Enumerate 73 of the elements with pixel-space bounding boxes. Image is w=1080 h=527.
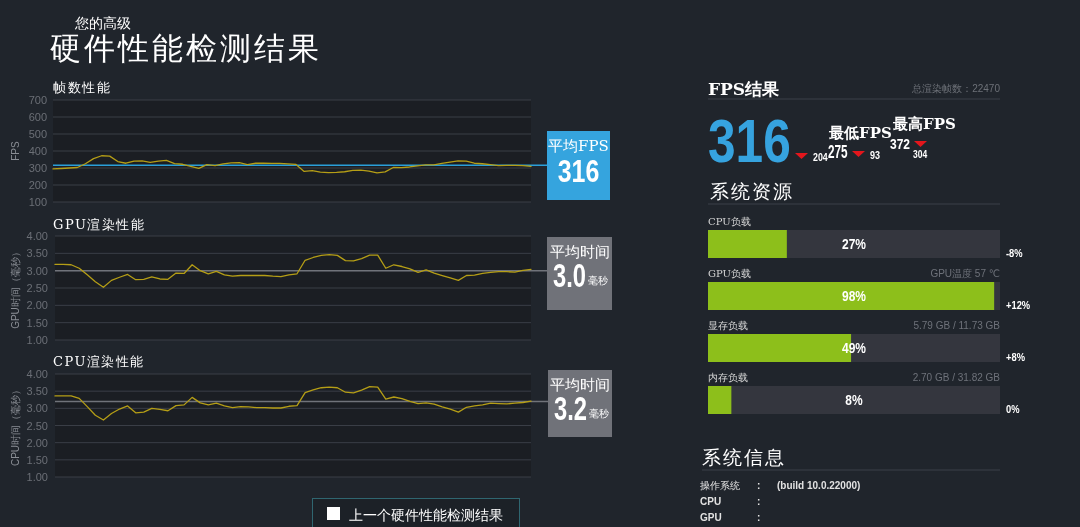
y-tick-label: 100 (28, 196, 47, 208)
y-tick-label: 1.50 (26, 316, 48, 329)
y-tick-label: 1.50 (26, 453, 48, 466)
chart-title: 帧数性能 (53, 80, 111, 95)
text: 316 (557, 153, 600, 189)
y-tick-label: 400 (28, 145, 47, 157)
y-tick-label: 300 (28, 162, 47, 174)
y-tick-label: CPU负载 (708, 216, 751, 227)
text: -8% (1006, 247, 1023, 260)
text: 上一个硬件性能检测结果 (349, 507, 503, 523)
text: CPU (700, 496, 722, 507)
text: 平均时间 (549, 243, 610, 261)
text: +12% (1006, 299, 1031, 312)
line-series (54, 386, 532, 421)
text: 275 (828, 141, 848, 162)
y-tick-label: 3.50 (26, 385, 48, 398)
y-axis-title: CPU时间（毫秒） (10, 384, 21, 467)
y-tick-label: 2.00 (26, 436, 48, 449)
text: FPS结果 (708, 79, 781, 99)
text: 您的高级 (74, 15, 131, 31)
text: 毫秒 (589, 408, 609, 419)
line-series (54, 254, 532, 288)
y-tick-label: 内存负载 (708, 372, 748, 383)
y-tick-label: 3.50 (26, 247, 48, 260)
text: 204 (813, 151, 829, 164)
text: 93 (870, 149, 881, 162)
text: 最高FPS (892, 115, 956, 133)
y-tick-label: 2.50 (26, 419, 48, 432)
bar (708, 282, 995, 310)
text: : (757, 512, 761, 523)
text: 316 (708, 105, 791, 176)
y-tick-label: 4.00 (26, 368, 48, 380)
text: 304 (913, 149, 928, 161)
line-series (52, 155, 532, 174)
text: 0% (1006, 403, 1020, 416)
text: 总渲染帧数：22470 (911, 83, 1001, 94)
chart-title: GPU渲染性能 (53, 217, 146, 232)
data-label: 27% (841, 235, 867, 253)
y-tick-label: 2.00 (26, 299, 48, 312)
y-tick-label: 显存负载 (708, 320, 748, 331)
text: 系统信息 (702, 446, 786, 468)
text: 372 (890, 135, 911, 153)
text: : (757, 480, 761, 491)
y-tick-label: 1.00 (26, 471, 48, 483)
text: : (757, 496, 761, 507)
text: 操作系统 (700, 480, 740, 491)
y-tick-label: 2.50 (26, 282, 48, 294)
text: +8% (1006, 351, 1025, 364)
y-tick-label: 700 (28, 94, 47, 106)
chart-title: CPU渲染性能 (53, 354, 145, 369)
y-tick-label: 600 (28, 111, 47, 123)
annotation: 5.79 GB / 11.73 GB (913, 320, 1001, 331)
text: 硬件性能检测结果 (50, 30, 322, 66)
annotation: GPU温度 57 ℃ (930, 268, 1000, 279)
y-tick-label: 500 (28, 128, 47, 140)
text: 平均FPS (548, 137, 609, 155)
data-label: 98% (841, 287, 867, 305)
y-tick-label: 1.00 (26, 334, 48, 346)
bar (708, 386, 732, 414)
y-axis-title: FPS (10, 140, 21, 161)
chart-title: 系统资源 (710, 180, 794, 202)
data-label: 8% (845, 391, 863, 409)
text: (build 10.0.22000) (777, 480, 861, 491)
annotation: 2.70 GB / 31.82 GB (912, 372, 1001, 383)
y-tick-label: 3.00 (26, 402, 48, 415)
y-axis-title: GPU时间（毫秒） (10, 247, 21, 329)
text: GPU (700, 512, 722, 523)
text: 平均时间 (550, 376, 610, 394)
y-tick-label: 3.00 (26, 264, 48, 277)
y-tick-label: 4.00 (26, 230, 48, 242)
y-tick-label: GPU负载 (708, 268, 751, 279)
y-tick-label: 200 (28, 179, 47, 191)
text: 毫秒 (588, 275, 608, 286)
